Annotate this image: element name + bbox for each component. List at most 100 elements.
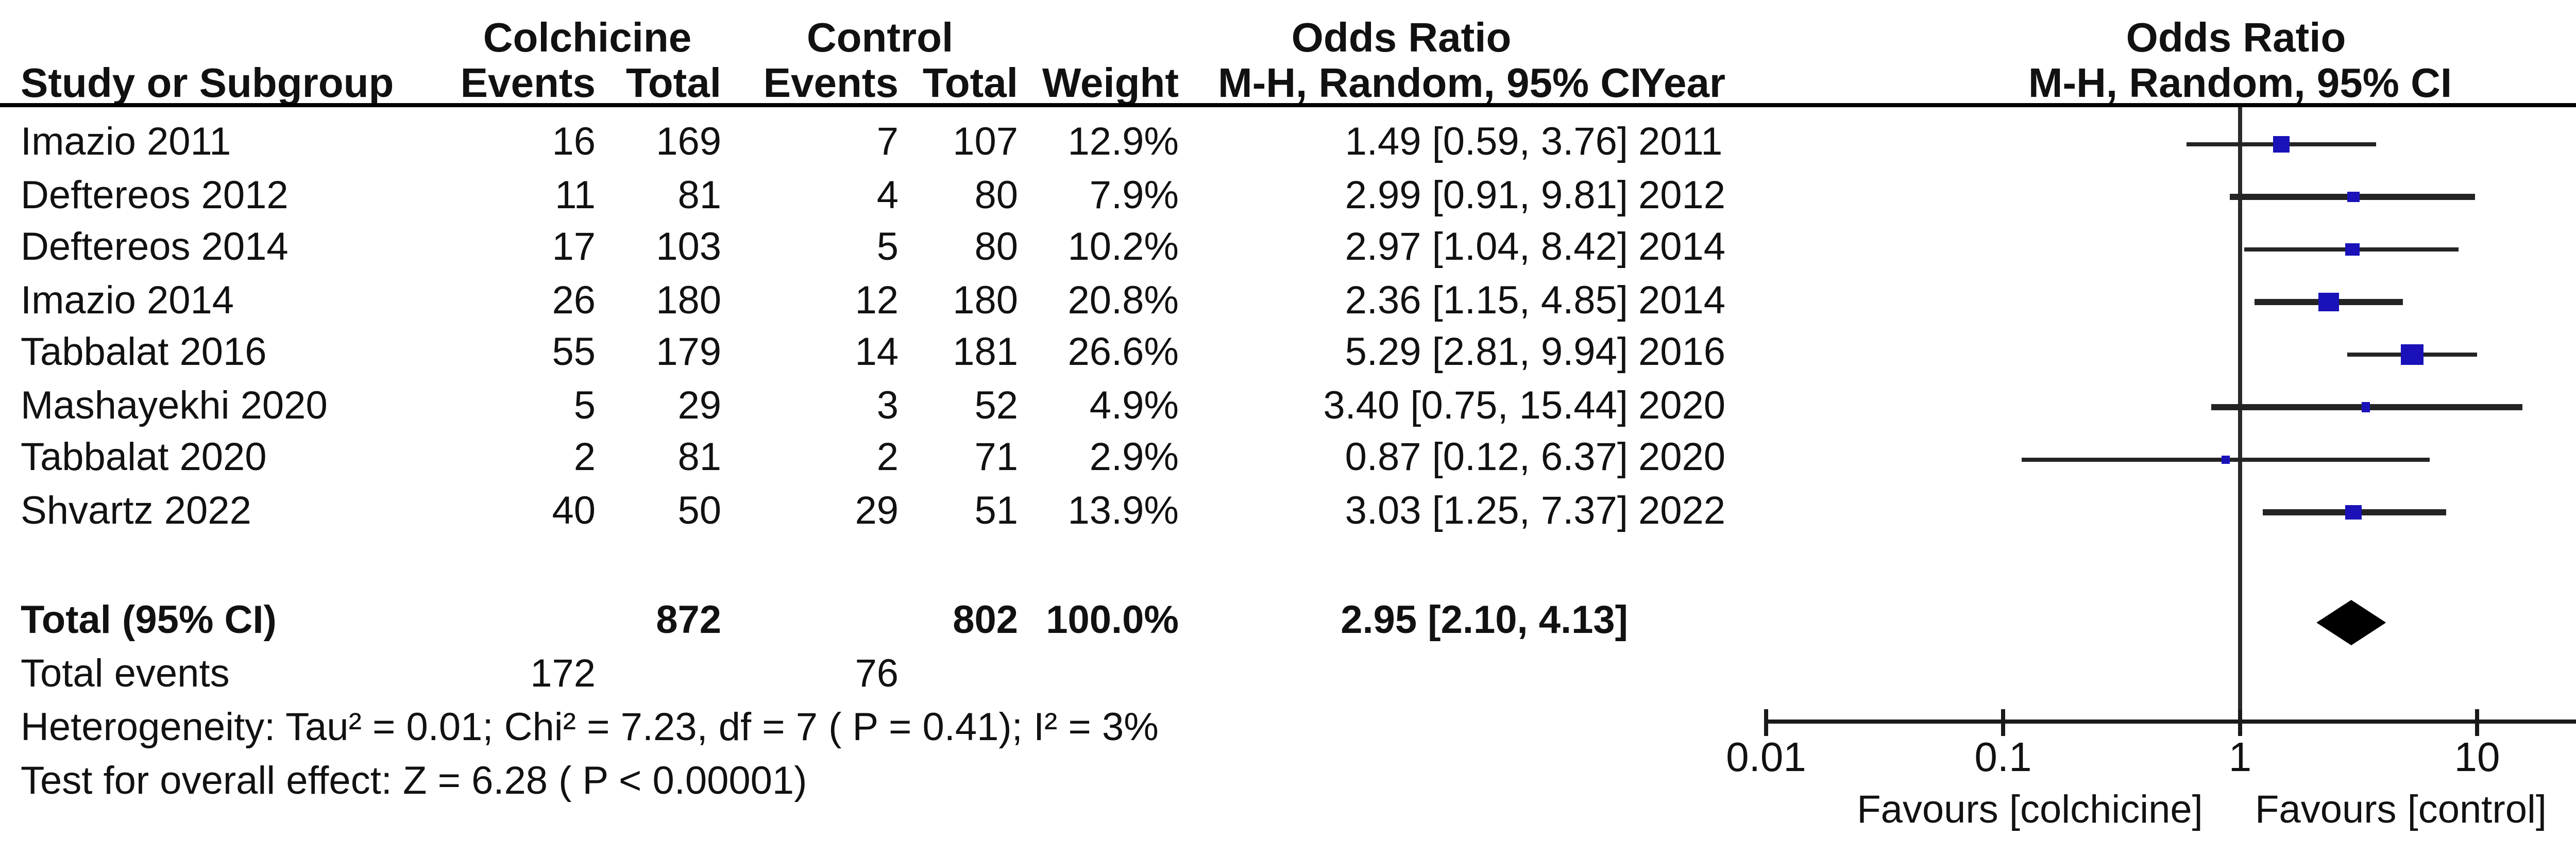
col-header-total-colch: Total xyxy=(625,61,721,106)
weight: 20.8% xyxy=(1067,279,1179,323)
events-ctrl: 12 xyxy=(855,279,899,323)
or-ci-text: 1.49 [0.59, 3.76] xyxy=(1345,122,1628,165)
events-colch: 40 xyxy=(552,490,596,533)
or-marker xyxy=(2222,456,2230,464)
col-header-total-control: Total xyxy=(922,61,1018,106)
total-ctrl: 80 xyxy=(974,174,1018,218)
axis-tick-label: 0.01 xyxy=(1726,736,1806,781)
study-name: Deftereos 2014 xyxy=(21,227,289,270)
total-colch: 179 xyxy=(656,332,721,375)
events-colch: 16 xyxy=(552,122,596,165)
or-ci-text: 2.99 [0.91, 9.81] xyxy=(1345,174,1628,218)
weight: 26.6% xyxy=(1067,332,1179,375)
plot-header-mh-random-ci: M-H, Random, 95% CI xyxy=(2028,61,2452,106)
or-ci-text: 5.29 [2.81, 9.94] xyxy=(1345,332,1628,375)
header-divider-line xyxy=(0,102,2576,108)
axis-tick-label: 10 xyxy=(2454,736,2500,781)
odds-ratio-header-table: Odds Ratio xyxy=(1291,16,1512,62)
total-weight: 100.0% xyxy=(1046,600,1179,643)
x-axis-line xyxy=(1766,719,2576,724)
year: 2016 xyxy=(1638,332,1726,375)
events-ctrl: 3 xyxy=(876,384,899,428)
total-ctrl: 51 xyxy=(974,490,1018,533)
or-marker xyxy=(2361,402,2371,412)
or-marker xyxy=(2345,242,2359,257)
total-ctrl: 52 xyxy=(974,384,1018,428)
total-colch: 103 xyxy=(656,227,721,270)
events-ctrl: 14 xyxy=(855,332,899,375)
total-ctrl: 71 xyxy=(974,437,1018,480)
favours-right-label: Favours [control] xyxy=(2255,789,2547,832)
total-colch-sum: 872 xyxy=(656,600,721,643)
study-name: Tabbalat 2020 xyxy=(21,437,267,480)
events-colch: 11 xyxy=(555,174,596,218)
col-header-mh-random-ci: M-H, Random, 95% CI xyxy=(1218,61,1642,106)
year: 2020 xyxy=(1638,437,1726,480)
axis-tick xyxy=(2238,708,2242,735)
or-marker xyxy=(2347,191,2359,203)
or-marker xyxy=(2400,343,2423,366)
col-header-events-control: Events xyxy=(763,61,899,106)
events-ctrl: 29 xyxy=(855,490,899,533)
total-colch: 81 xyxy=(677,437,721,480)
total-colch: 29 xyxy=(677,384,721,428)
study-name: Mashayekhi 2020 xyxy=(21,384,328,428)
year: 2020 xyxy=(1638,384,1726,428)
axis-tick-label: 1 xyxy=(2228,736,2252,781)
year: 2014 xyxy=(1638,227,1726,270)
or-ci-text: 0.87 [0.12, 6.37] xyxy=(1345,437,1628,480)
total-colch: 169 xyxy=(656,122,721,165)
axis-tick xyxy=(2475,708,2479,735)
events-ctrl: 4 xyxy=(876,174,899,218)
or-ci-text: 2.97 [1.04, 8.42] xyxy=(1345,227,1628,270)
or-ci-text: 3.03 [1.25, 7.37] xyxy=(1345,490,1628,533)
total-events-control: 76 xyxy=(855,654,899,697)
events-ctrl: 7 xyxy=(876,122,899,165)
col-header-events-colch: Events xyxy=(460,61,596,106)
weight: 4.9% xyxy=(1089,384,1179,428)
total-colch: 81 xyxy=(677,174,721,218)
events-colch: 55 xyxy=(552,332,596,375)
total-ctrl: 180 xyxy=(953,279,1018,323)
total-colch: 50 xyxy=(677,490,721,533)
year: 2014 xyxy=(1638,279,1726,323)
events-colch: 17 xyxy=(552,227,596,270)
favours-left-label: Favours [colchicine] xyxy=(1857,789,2203,832)
or-ci-text: 2.36 [1.15, 4.85] xyxy=(1345,279,1628,323)
year: 2012 xyxy=(1638,174,1726,218)
axis-tick xyxy=(1764,708,1768,735)
or-ci-text: 3.40 [0.75, 15.44] xyxy=(1323,384,1628,428)
or-marker xyxy=(2273,136,2289,152)
study-name: Imazio 2014 xyxy=(21,279,234,323)
events-ctrl: 5 xyxy=(876,227,899,270)
study-name: Imazio 2011 xyxy=(21,122,231,165)
total-ctrl: 107 xyxy=(953,122,1018,165)
or-marker xyxy=(2318,292,2338,312)
year: 2022 xyxy=(1638,490,1726,533)
weight: 7.9% xyxy=(1089,174,1179,218)
weight: 12.9% xyxy=(1067,122,1179,165)
group-header-control: Control xyxy=(806,16,954,62)
total-events-label: Total events xyxy=(21,654,230,697)
events-colch: 5 xyxy=(573,384,596,428)
weight: 2.9% xyxy=(1089,437,1179,480)
total-events-colchicine: 172 xyxy=(530,654,596,697)
study-name: Shvartz 2022 xyxy=(21,490,251,533)
events-ctrl: 2 xyxy=(876,437,899,480)
group-header-colchicine: Colchicine xyxy=(483,16,692,62)
axis-tick-label: 0.1 xyxy=(1974,736,2032,781)
col-header-study: Study or Subgroup xyxy=(21,61,394,106)
col-header-weight: Weight xyxy=(1042,61,1179,106)
total-ctrl: 80 xyxy=(974,227,1018,270)
total-row-label: Total (95% CI) xyxy=(21,600,277,643)
axis-tick xyxy=(2001,708,2005,735)
events-colch: 26 xyxy=(552,279,596,323)
total-colch: 180 xyxy=(656,279,721,323)
total-diamond xyxy=(2316,600,2386,645)
total-or-ci-text: 2.95 [2.10, 4.13] xyxy=(1341,600,1628,643)
study-name: Tabbalat 2016 xyxy=(21,332,267,375)
weight: 13.9% xyxy=(1067,490,1179,533)
or-marker xyxy=(2346,504,2363,521)
